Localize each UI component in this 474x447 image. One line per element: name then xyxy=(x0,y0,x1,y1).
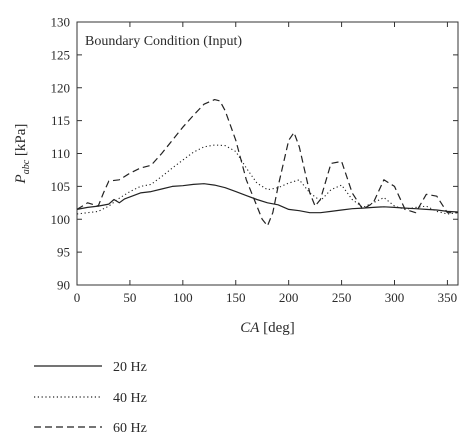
x-tick-label: 200 xyxy=(279,290,299,305)
y-tick-label: 110 xyxy=(51,146,70,161)
legend: 20 Hz 40 Hz 60 Hz xyxy=(34,360,147,436)
series-line-60-hz xyxy=(76,99,458,227)
y-axis-label: Pabc [kPa] xyxy=(13,124,32,185)
y-tick-label: 115 xyxy=(51,113,70,128)
y-tick-label: 125 xyxy=(51,47,71,62)
x-tick-label: 300 xyxy=(385,290,405,305)
y-tick-label: 90 xyxy=(57,278,70,293)
y-tick-label: 105 xyxy=(51,179,71,194)
x-tick-label: 150 xyxy=(226,290,246,305)
y-tick-label: 95 xyxy=(57,245,70,260)
x-axis-label: CA [deg] xyxy=(240,320,295,336)
series-line-40-hz xyxy=(76,144,459,215)
x-tick-label: 100 xyxy=(173,290,193,305)
legend-label: 40 Hz xyxy=(113,391,147,406)
y-tick-label: 100 xyxy=(51,212,71,227)
x-tick-label: 0 xyxy=(74,290,81,305)
x-tick-label: 50 xyxy=(123,290,136,305)
x-tick-label: 350 xyxy=(438,290,458,305)
legend-label: 20 Hz xyxy=(113,360,147,375)
y-tick-label: 120 xyxy=(51,80,71,95)
y-tick-label: 130 xyxy=(51,15,71,30)
chart-annotation: Boundary Condition (Input) xyxy=(85,34,242,49)
series-line-20-hz xyxy=(76,183,459,214)
x-tick-label: 250 xyxy=(332,290,352,305)
plot-area xyxy=(76,21,459,286)
legend-label: 60 Hz xyxy=(113,421,147,436)
